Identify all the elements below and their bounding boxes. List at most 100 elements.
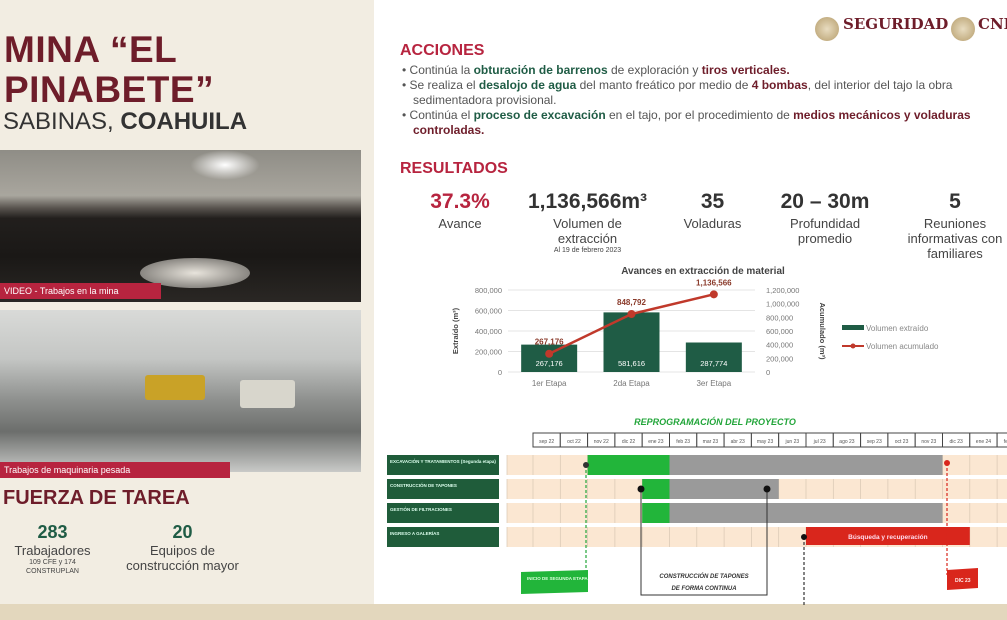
y-axis-label: Extraído (m³) — [451, 307, 460, 354]
month-label: feb 24 — [1004, 439, 1007, 445]
y-tick-label: 600,000 — [475, 307, 502, 316]
y2-tick-label: 1,200,000 — [766, 286, 799, 295]
line-point — [709, 290, 718, 299]
line-value-label: 267,176 — [535, 338, 564, 347]
task-label-box — [387, 455, 499, 475]
y2-tick-label: 800,000 — [766, 313, 793, 322]
video-caption[interactable]: VIDEO - Trabajos en la mina — [0, 283, 161, 299]
task-label-box — [387, 503, 499, 523]
inicio-flag-label: INICIO DE SEGUNDA ETAPA — [527, 576, 588, 581]
machinery-caption: Trabajos de maquinaria pesada — [0, 462, 230, 478]
bar — [685, 342, 742, 372]
month-label: ene 24 — [976, 439, 992, 445]
month-header-cell — [996, 432, 1007, 448]
acciones-list: • Continúa la obturación de barrenos de … — [400, 63, 1007, 138]
tapones-bracket — [640, 489, 768, 596]
month-label: dic 23 — [949, 439, 963, 445]
accion-item: • Continúa el proceso de excavación en e… — [402, 108, 971, 137]
seguridad-logo: SEGURIDAD — [843, 15, 949, 33]
milestone-dot — [637, 485, 645, 493]
y2-tick-label: 600,000 — [766, 327, 793, 336]
gantt-done-bar — [587, 455, 670, 475]
month-label: mar 23 — [703, 439, 719, 445]
bar — [521, 344, 578, 372]
y-tick-label: 200,000 — [475, 348, 502, 357]
month-label: sep 22 — [539, 439, 554, 445]
bar-value-label: 267,176 — [536, 359, 563, 368]
bar-value-label: 581,616 — [618, 359, 645, 368]
gantt-red-label: Búsqueda y recuperación — [848, 534, 927, 541]
seguridad-seal-icon — [815, 17, 839, 41]
line-value-label: 1,136,566 — [696, 278, 732, 287]
dic-flag — [947, 568, 978, 590]
result-volumen: 1,136,566m³ Volumen de extracción Al 19 de… — [527, 190, 648, 254]
line-point — [545, 349, 554, 358]
line-point — [627, 309, 636, 318]
result-avance: 37.3% Avance — [430, 190, 490, 231]
task-label-box — [387, 479, 499, 499]
task-label: EXCAVACIÓN Y TRATAMIENTOS (Segunda etapa… — [390, 457, 496, 464]
result-voladuras: 35 Voladuras — [683, 190, 742, 231]
milestone-dot — [944, 460, 950, 466]
y-tick-label: 400,000 — [475, 327, 502, 336]
month-label: oct 23 — [895, 439, 909, 445]
milestone-dot — [801, 534, 807, 540]
gantt-planned-bar — [669, 479, 779, 499]
month-label: ene 23 — [648, 439, 664, 445]
task-label: GESTIÓN DE FILTRACIONES — [390, 505, 452, 512]
milestone-dot — [763, 485, 771, 493]
left-panel: MINA “EL PINABETE” SABINAS, COAHUILA VIDE… — [0, 0, 374, 606]
accion-item: • Continúa la obturación de barrenos de … — [402, 63, 790, 77]
chart-title: Avances en extracción de material — [621, 266, 785, 277]
stat-workers: 283 Trabajadores 109 CFE y 174 CONSTRUPLAN — [14, 522, 91, 575]
machinery-photo — [0, 310, 361, 472]
bar-value-label: 287,774 — [700, 359, 727, 368]
task-label: INGRESO A GALERÍAS — [390, 529, 439, 536]
tapones-callout: CONSTRUCCIÓN DE TAPONES — [659, 573, 748, 580]
month-label: jul 23 — [813, 439, 826, 445]
acciones-title: ACCIONES — [400, 42, 485, 59]
month-label: oct 22 — [567, 439, 581, 445]
y2-tick-label: 400,000 — [766, 341, 793, 350]
stat-equipment: 20 Equipos de construcción mayor — [126, 522, 239, 573]
tapones-callout: DE FORMA CONTINUA — [671, 586, 736, 592]
y2-tick-label: 1,000,000 — [766, 300, 799, 309]
cnpc-logo: CNP — [978, 15, 1007, 33]
legend-label: Volumen extraído — [866, 324, 929, 333]
legend-label: Volumen acumulado — [866, 342, 939, 351]
x-tick-label: 1er Etapa — [532, 379, 567, 388]
month-label: nov 22 — [594, 439, 609, 445]
location: SABINAS, COAHUILA — [3, 108, 248, 135]
gantt-done-bar — [642, 479, 670, 499]
result-profundidad: 20 – 30m Profundidad promedio — [780, 190, 870, 246]
gantt-planned-bar — [669, 455, 943, 475]
x-tick-label: 2da Etapa — [613, 379, 650, 388]
gantt-planned-bar — [669, 503, 943, 523]
section-title: FUERZA DE TAREA — [3, 487, 190, 509]
month-label: sep 23 — [867, 439, 882, 445]
month-label: feb 23 — [676, 439, 690, 445]
y-tick-label: 800,000 — [475, 286, 502, 295]
month-label: abr 23 — [731, 439, 745, 445]
result-reuniones: 5 Reuniones informativas con familiares — [907, 190, 1003, 261]
inicio-flag — [521, 570, 588, 594]
gantt-title: REPROGRAMACIÓN DEL PROYECTO — [634, 416, 796, 427]
y-tick-label: 0 — [498, 368, 502, 377]
gantt-red-bar — [806, 527, 970, 545]
dic-flag-label: DIC 23 — [955, 578, 971, 584]
month-label: dic 22 — [622, 439, 636, 445]
milestone-dot — [583, 462, 589, 468]
accion-item: • Se realiza el desalojo de agua del man… — [402, 78, 953, 107]
task-label: CONSTRUCCIÓN DE TAPONES — [390, 481, 457, 488]
page-title: MINA “EL PINABETE” — [4, 29, 215, 110]
y2-tick-label: 200,000 — [766, 354, 793, 363]
cnpc-seal-icon — [951, 17, 975, 41]
month-label: may 23 — [757, 439, 774, 445]
line-value-label: 848,792 — [617, 298, 646, 307]
month-label: nov 23 — [921, 439, 936, 445]
resultados-title: RESULTADOS — [400, 160, 508, 177]
legend-marker — [850, 343, 856, 349]
gantt-done-bar — [642, 503, 670, 523]
month-label: ago 23 — [839, 439, 855, 445]
